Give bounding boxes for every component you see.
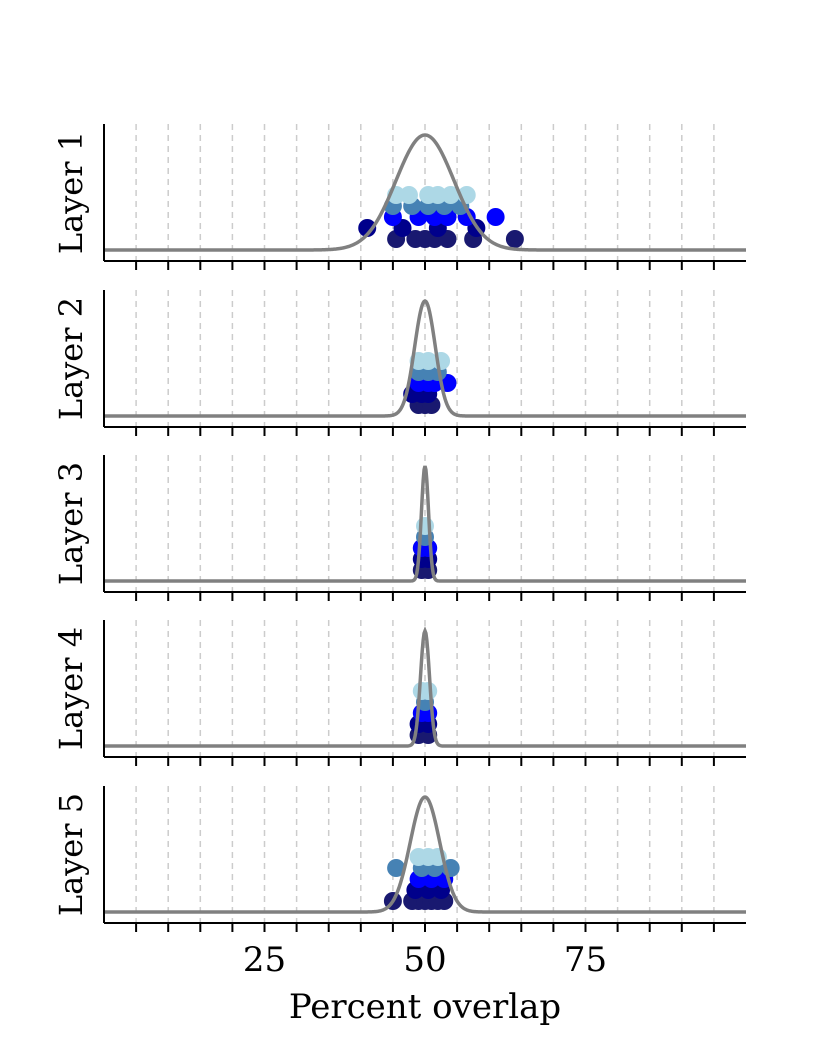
x-tick-label: 25 xyxy=(243,940,286,980)
x-tick-labels: 25 50 75 xyxy=(243,940,607,980)
data-point xyxy=(419,682,438,700)
density-curve xyxy=(104,299,746,418)
density-curve xyxy=(104,465,746,583)
y-axis-label: Layer 2 xyxy=(52,297,90,420)
panel-layer-1: Layer 1 xyxy=(52,124,746,270)
x-axis-label: Percent overlap xyxy=(289,987,561,1027)
panel-layer-5: Layer 5 xyxy=(52,786,746,932)
data-point xyxy=(358,219,377,237)
data-point xyxy=(387,859,406,877)
y-axis-label: Layer 1 xyxy=(52,131,90,254)
density-curve xyxy=(104,626,746,748)
data-point xyxy=(486,208,505,226)
density-curve xyxy=(104,133,746,252)
x-tick-label: 75 xyxy=(564,940,607,980)
y-axis-label: Layer 3 xyxy=(52,462,90,585)
y-axis-label: Layer 4 xyxy=(52,627,90,750)
y-axis-label: Layer 5 xyxy=(52,793,90,916)
data-point xyxy=(441,186,460,204)
panels-layer: Layer 1 Layer 2 Layer 3 Layer 4 Layer 5 xyxy=(52,124,746,932)
data-point xyxy=(399,186,418,204)
data-point xyxy=(428,186,447,204)
data-point xyxy=(419,352,438,370)
density-curve xyxy=(104,795,746,914)
panel-layer-3: Layer 3 xyxy=(52,455,746,601)
data-point xyxy=(505,230,524,248)
x-tick-label: 50 xyxy=(403,940,446,980)
panel-layer-4: Layer 4 xyxy=(52,620,746,766)
data-point xyxy=(432,352,451,370)
panel-layer-2: Layer 2 xyxy=(52,290,746,436)
